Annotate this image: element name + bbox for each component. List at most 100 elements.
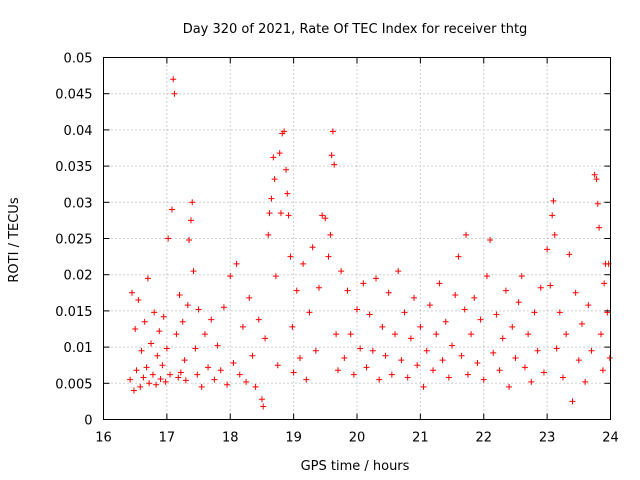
grid-lines [103,57,611,420]
data-point-marker [290,369,297,376]
data-point-marker [363,364,370,371]
data-point-marker [477,316,484,323]
data-point-marker [260,403,267,410]
data-point-marker [249,352,256,359]
y-tick-label: 0.015 [55,305,92,320]
y-tick-label: 0.03 [64,196,93,211]
data-point-marker [350,371,357,378]
data-point-marker [211,376,218,383]
data-point-marker [208,316,215,323]
data-point-marker [198,383,205,390]
data-point-marker [430,367,437,374]
data-point-marker [289,323,296,330]
data-point-marker [509,323,516,330]
data-point-marker [578,320,585,327]
x-tick-label: 23 [539,431,556,446]
data-point-marker [594,200,601,207]
data-point-marker [319,212,326,219]
data-point-marker [388,371,395,378]
data-point-marker [184,302,191,309]
data-point-marker [322,215,329,222]
data-point-marker [588,347,595,354]
data-point-marker [162,378,169,385]
data-point-marker [271,176,278,183]
data-point-marker [518,273,525,280]
data-point-marker [293,287,300,294]
data-point-marker [149,371,156,378]
y-tick-label: 0.02 [64,269,93,284]
data-point-marker [382,352,389,359]
data-point-marker [270,154,277,161]
data-point-marker [255,316,262,323]
data-point-marker [601,280,608,287]
data-point-marker [563,331,570,338]
data-point-marker [268,195,275,202]
data-point-marker [420,383,427,390]
x-tick-label: 24 [602,431,619,446]
data-point-marker [344,287,351,294]
data-point-marker [544,246,551,253]
data-point-marker [144,275,151,282]
y-tick-label: 0.035 [55,160,92,175]
data-point-marker [296,354,303,361]
data-point-marker [258,396,265,403]
data-point-marker [265,231,272,238]
data-point-marker [417,323,424,330]
data-point-marker [411,294,418,301]
data-point-marker [329,128,336,135]
data-point-marker [325,253,332,260]
data-point-marker [464,371,471,378]
data-points [127,76,613,410]
data-point-marker [483,273,490,280]
data-point-marker [550,197,557,204]
data-point-marker [593,176,600,183]
data-point-marker [599,367,606,374]
data-point-marker [439,357,446,364]
data-point-marker [585,302,592,309]
data-point-marker [366,311,373,318]
y-tick-label: 0.005 [55,377,92,392]
data-point-marker [398,357,405,364]
x-tick-label: 21 [412,431,429,446]
data-point-marker [135,297,142,304]
data-point-marker [569,398,576,405]
data-point-marker [471,294,478,301]
data-point-marker [283,166,290,173]
data-point-marker [551,231,558,238]
data-point-marker [179,318,186,325]
y-tick-label: 0.04 [64,124,93,139]
data-point-marker [173,331,180,338]
x-tick-label: 20 [349,431,366,446]
data-point-marker [252,383,259,390]
data-point-marker [175,374,182,381]
data-point-marker [521,364,528,371]
data-point-marker [487,236,494,243]
data-point-marker [328,152,335,159]
data-point-marker [195,306,202,313]
x-tick-label: 17 [159,431,176,446]
axis-ticks: 16 17 18 19 20 21 22 23 24 0 0.005 0.01 0.015 0.02 0.0… [55,52,618,446]
data-point-marker [455,253,462,260]
data-point-marker [369,347,376,354]
data-point-marker [528,378,535,385]
data-point-marker [157,375,164,382]
data-point-marker [132,326,139,332]
data-point-marker [566,251,573,258]
data-point-marker [287,253,294,260]
data-point-marker [333,331,340,338]
data-point-marker [266,210,273,217]
data-point-marker [360,280,367,287]
data-point-marker [582,378,589,385]
data-point-marker [534,347,541,354]
data-point-marker [214,342,221,349]
data-point-marker [220,304,227,311]
data-point-marker [205,364,212,371]
data-point-marker [502,287,509,294]
data-point-marker [547,282,554,289]
data-point-marker [309,244,316,251]
data-point-marker [129,289,136,296]
data-point-marker [426,302,433,309]
data-point-marker [347,331,354,338]
data-point-marker [423,347,430,354]
data-point-marker [217,367,224,374]
